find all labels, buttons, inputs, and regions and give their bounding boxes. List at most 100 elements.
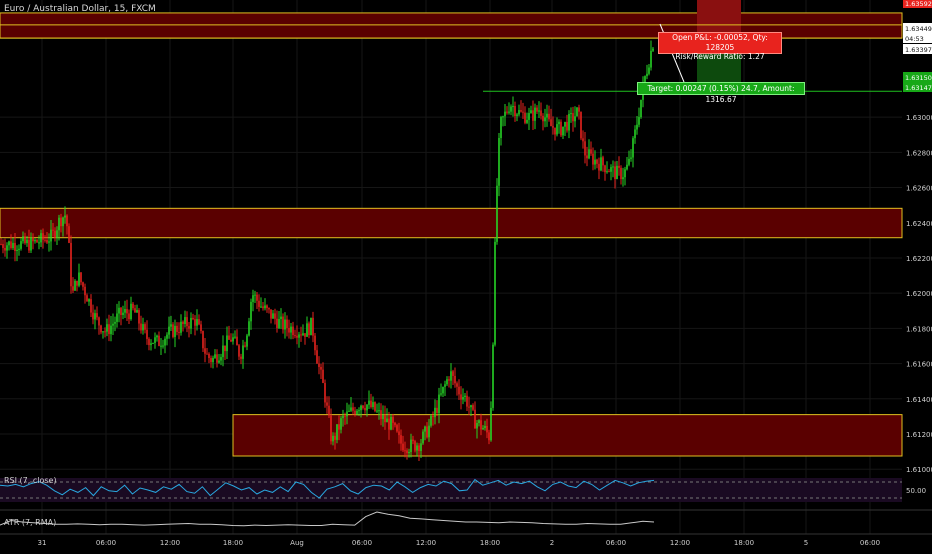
candle-body bbox=[344, 415, 346, 417]
candle-body bbox=[414, 441, 416, 451]
candle-body bbox=[316, 350, 318, 364]
candle-body bbox=[446, 379, 448, 385]
candle-body bbox=[186, 317, 188, 327]
candle-body bbox=[246, 335, 248, 347]
candle-body bbox=[620, 167, 622, 180]
candle-body bbox=[582, 138, 584, 142]
candle-body bbox=[354, 410, 356, 415]
target-box[interactable]: Target: 0.00247 (0.15%) 24.7, Amount: 13… bbox=[637, 82, 805, 104]
candle-body bbox=[648, 67, 650, 74]
candle-body bbox=[348, 410, 350, 412]
candle-body bbox=[134, 308, 136, 313]
candle-body bbox=[572, 113, 574, 122]
candle-body bbox=[170, 324, 172, 327]
candle-body bbox=[218, 360, 220, 363]
candle-body bbox=[608, 171, 610, 173]
candle-body bbox=[442, 386, 444, 394]
candle-body bbox=[34, 239, 36, 242]
candle-body bbox=[428, 425, 430, 438]
price-label-text: 1.63449 bbox=[905, 25, 932, 33]
candle-body bbox=[0, 243, 2, 245]
candle-body bbox=[62, 217, 64, 227]
candle-body bbox=[394, 422, 396, 426]
candle-body bbox=[340, 418, 342, 430]
candle-body bbox=[386, 418, 388, 423]
candle-body bbox=[302, 333, 304, 336]
candle-body bbox=[88, 299, 90, 302]
candle-body bbox=[262, 306, 264, 309]
candle-body bbox=[296, 335, 298, 338]
candle-body bbox=[368, 400, 370, 405]
candle-body bbox=[412, 439, 414, 442]
x-tick-label: 06:00 bbox=[352, 539, 372, 547]
stop-loss-area bbox=[697, 0, 741, 39]
candle-body bbox=[644, 76, 646, 83]
candle-body bbox=[14, 242, 16, 252]
candle-body bbox=[422, 431, 424, 444]
candle-body bbox=[162, 345, 164, 347]
candle-body bbox=[190, 317, 192, 329]
candle-body bbox=[502, 116, 504, 118]
candle-body bbox=[400, 435, 402, 444]
x-tick-label: 18:00 bbox=[480, 539, 500, 547]
candle-body bbox=[266, 305, 268, 309]
candle-body bbox=[454, 375, 456, 384]
candle-body bbox=[366, 404, 368, 411]
candle-body bbox=[324, 382, 326, 403]
rsi-line bbox=[0, 478, 655, 499]
candle-body bbox=[92, 312, 94, 320]
x-tick-label: 12:00 bbox=[160, 539, 180, 547]
y-tick-label: 1.61200 bbox=[906, 431, 932, 439]
candle-body bbox=[480, 420, 482, 430]
candle-body bbox=[24, 236, 26, 244]
candle-body bbox=[624, 169, 626, 178]
candle-body bbox=[84, 286, 86, 296]
candle-body bbox=[616, 165, 618, 180]
candle-body bbox=[380, 410, 382, 420]
x-tick-label: 5 bbox=[804, 539, 808, 547]
candle-body bbox=[408, 451, 410, 454]
candle-body bbox=[252, 295, 254, 302]
candle-body bbox=[432, 415, 434, 418]
candle-body bbox=[448, 379, 450, 381]
candle-body bbox=[580, 111, 582, 139]
candle-body bbox=[328, 405, 330, 416]
candle-body bbox=[458, 386, 460, 395]
candle-body bbox=[44, 239, 46, 241]
candle-body bbox=[598, 163, 600, 171]
atr-label: ATR (7, RMA) bbox=[4, 518, 57, 527]
candle-body bbox=[434, 407, 436, 418]
candle-body bbox=[352, 407, 354, 411]
candle-body bbox=[198, 319, 200, 325]
candle-body bbox=[274, 313, 276, 319]
candle-body bbox=[374, 402, 376, 411]
candle-body bbox=[176, 325, 178, 332]
candle-body bbox=[490, 407, 492, 441]
pnl-box[interactable]: Open P&L: -0.00052, Qty: 128205 Risk/Rew… bbox=[658, 32, 782, 61]
candle-body bbox=[64, 215, 66, 218]
candle-body bbox=[2, 244, 4, 248]
candle-body bbox=[564, 121, 566, 127]
candle-body bbox=[574, 116, 576, 122]
candle-body bbox=[270, 309, 272, 319]
candle-body bbox=[566, 121, 568, 131]
candle-body bbox=[290, 326, 292, 333]
candle-body bbox=[384, 414, 386, 423]
candle-body bbox=[498, 138, 500, 186]
candle-body bbox=[520, 110, 522, 112]
candle-body bbox=[108, 324, 110, 335]
candle-body bbox=[304, 333, 306, 337]
candle-body bbox=[158, 335, 160, 346]
candle-body bbox=[70, 242, 72, 287]
candle-body bbox=[18, 248, 20, 250]
atr-line bbox=[0, 511, 655, 527]
candle-body bbox=[436, 407, 438, 414]
candle-body bbox=[42, 233, 44, 240]
x-tick-label: 18:00 bbox=[223, 539, 243, 547]
candle-body bbox=[264, 305, 266, 309]
candle-body bbox=[482, 428, 484, 430]
candle-body bbox=[650, 50, 652, 68]
candle-body bbox=[576, 107, 578, 117]
candle-body bbox=[118, 307, 120, 314]
